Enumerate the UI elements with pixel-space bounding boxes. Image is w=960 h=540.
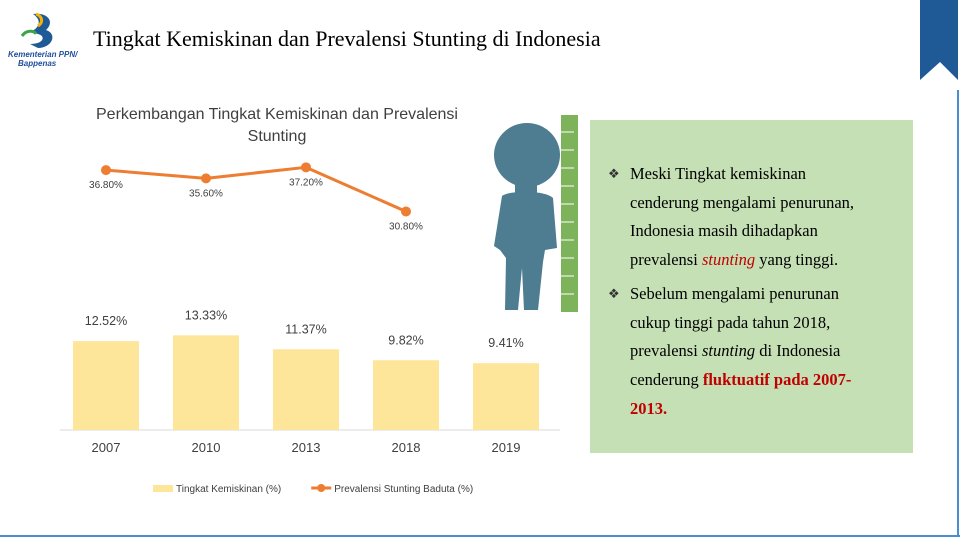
note-line: Indonesia masih dihadapkan — [630, 217, 854, 246]
bar-label: 9.82% — [388, 333, 423, 347]
note-span: cenderung mengalami penurunan, — [630, 192, 855, 212]
note-span: yang tinggi. — [755, 250, 839, 270]
legend-label: Tingkat Kemiskinan (%) — [176, 484, 281, 495]
x-tick-label: 2013 — [292, 440, 321, 455]
legend-swatch — [153, 485, 173, 492]
line — [105, 165, 407, 213]
bar — [173, 335, 239, 430]
note-span: stunting — [701, 250, 756, 270]
note-line: cenderung fluktuatif pada 2007- — [630, 366, 854, 395]
line-marker — [401, 206, 411, 217]
x-tick-label: 2019 — [492, 440, 521, 455]
note-span: di Indonesia — [755, 341, 841, 361]
logo-accent — [20, 29, 38, 37]
line-label: 37.20% — [289, 177, 323, 188]
note-span: Sebelum mengalami penurunan — [630, 283, 839, 303]
line-label: 36.80% — [89, 180, 123, 191]
note-span: Indonesia masih dihadapkan — [630, 221, 818, 241]
x-tick-label: 2010 — [192, 440, 221, 455]
bar-label: 11.37% — [285, 322, 326, 336]
bar — [473, 363, 539, 430]
bar-label: 13.33% — [185, 308, 227, 322]
note-span: prevalensi — [630, 341, 702, 361]
line-marker — [101, 165, 111, 176]
note-span: fluktuatif pada 2007- — [702, 369, 852, 389]
logo-mark — [30, 13, 53, 49]
legend-label: Prevalensi Stunting Baduta (%) — [334, 484, 473, 495]
bar — [273, 349, 339, 430]
bar-label: 9.41% — [488, 336, 523, 350]
bar-label: 12.52% — [85, 314, 127, 328]
bullet: Sebelum mengalami penurunan cukup tinggi … — [608, 280, 854, 424]
x-tick-label: 2018 — [392, 440, 421, 455]
note-span: 2013. — [630, 398, 668, 418]
bullet: Meski Tingkat kemiskinan cenderung mengal… — [608, 160, 854, 275]
note-line: Sebelum mengalami penurunan — [630, 280, 854, 309]
line-marker — [201, 173, 211, 184]
ruler-ticks — [561, 131, 574, 295]
note-line: Meski Tingkat kemiskinan — [630, 160, 854, 189]
logo-accent — [35, 12, 44, 28]
ruler — [561, 115, 578, 312]
note-line: prevalensi stunting yang tinggi. — [630, 246, 854, 275]
line-label: 30.80% — [389, 221, 423, 232]
note-line: cukup tinggi pada tahun 2018, — [630, 309, 854, 338]
bar — [73, 341, 139, 430]
x-tick-label: 2007 — [92, 440, 121, 455]
note-text: Meski Tingkat kemiskinan cenderung mengal… — [608, 160, 854, 428]
note-line: 2013. — [630, 395, 854, 424]
line-marker — [301, 162, 311, 173]
note-span: cenderung — [630, 369, 703, 389]
note-span: Meski Tingkat kemiskinan — [630, 164, 807, 183]
note-span: prevalensi — [630, 250, 702, 270]
child-silhouette — [494, 123, 560, 310]
note-line: cenderung mengalami penurunan, — [630, 189, 854, 218]
note-span: cukup tinggi pada tahun 2018, — [630, 312, 831, 332]
corner-tab — [920, 0, 958, 80]
logo-line: Kementerian PPN/ — [8, 50, 78, 59]
logo-line: Bappenas — [18, 59, 57, 68]
line-label: 35.60% — [189, 188, 223, 199]
slide-title: Tingkat Kemiskinan dan Prevalensi Stunti… — [93, 26, 601, 51]
logo-text: Kementerian PPN/ Bappenas — [8, 50, 77, 68]
legend-swatch — [317, 484, 326, 492]
note-line: prevalensi stunting di Indonesia — [630, 337, 854, 366]
note-span: stunting — [701, 341, 756, 361]
bar — [373, 360, 439, 430]
chart-title: Perkembangan Tingkat Kemiskinan dan Prev… — [96, 106, 458, 145]
